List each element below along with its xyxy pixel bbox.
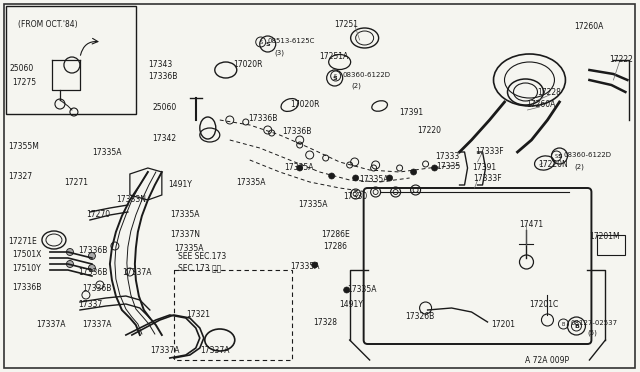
Text: 17337A: 17337A [122,268,152,277]
Circle shape [387,175,392,181]
Text: 17333F: 17333F [476,147,504,156]
Text: 17228: 17228 [538,88,561,97]
Text: 17270: 17270 [86,210,110,219]
Text: 17501X: 17501X [12,250,42,259]
Text: 08513-6125C: 08513-6125C [268,38,315,44]
Text: 17271: 17271 [64,178,88,187]
Circle shape [411,169,417,175]
Text: (3): (3) [275,49,285,55]
Text: 17201M: 17201M [589,232,620,241]
Text: 17335A: 17335A [290,262,319,271]
Text: 17251A: 17251A [320,52,349,61]
Text: 17335A: 17335A [170,210,199,219]
Text: 17337A: 17337A [36,320,65,329]
Text: 17020R: 17020R [290,100,319,109]
Text: 17275: 17275 [12,77,36,87]
Text: 17201: 17201 [492,320,515,329]
Circle shape [297,165,303,171]
Text: 17328: 17328 [314,318,338,327]
Text: 17222: 17222 [609,55,633,64]
Bar [174,270,292,360]
Text: 17336B: 17336B [82,284,111,293]
Text: 17321: 17321 [186,310,210,319]
Text: 17337A: 17337A [200,346,229,355]
Circle shape [329,173,335,179]
Text: 17335A: 17335A [92,148,122,157]
Text: 08360-6122D: 08360-6122D [563,152,611,158]
Text: 17333F: 17333F [474,174,502,183]
Text: 08360-6122D: 08360-6122D [342,72,390,78]
Text: 25060: 25060 [10,64,35,73]
Text: 17220N: 17220N [538,160,568,169]
Text: 17336B: 17336B [12,283,42,292]
Text: 17020R: 17020R [233,60,262,69]
Text: 17391: 17391 [472,163,497,172]
Text: 17220: 17220 [417,126,442,135]
Text: (2): (2) [351,82,362,89]
Text: 17286E: 17286E [322,230,351,239]
Text: S: S [266,42,270,46]
Circle shape [344,287,349,293]
Text: SEE SEC.173: SEE SEC.173 [178,252,226,261]
Text: 17335A: 17335A [298,200,327,209]
Text: 17333N: 17333N [116,195,146,204]
Text: B: B [562,321,565,327]
Text: 17336B: 17336B [78,246,108,255]
Text: 17343: 17343 [148,60,172,69]
Text: (5): (5) [588,330,597,337]
Text: 17336B: 17336B [78,268,108,277]
Circle shape [67,260,74,267]
Text: 17337A: 17337A [150,346,179,355]
Text: 17355M: 17355M [8,142,39,151]
Circle shape [431,165,438,171]
Text: 17335A: 17335A [284,163,313,172]
Text: 17510Y: 17510Y [12,264,41,273]
Text: 17336B: 17336B [148,72,177,81]
Text: 17335A: 17335A [174,244,204,253]
Text: 17391: 17391 [399,108,424,117]
Circle shape [88,253,95,260]
Circle shape [353,175,358,181]
Text: 17271E: 17271E [8,237,36,246]
Text: 17335: 17335 [436,162,461,171]
Text: 17335A: 17335A [236,178,265,187]
Text: 17286: 17286 [324,242,348,251]
Text: 17333: 17333 [436,152,460,161]
Circle shape [312,262,317,268]
Text: SEC.173 参照: SEC.173 参照 [178,263,221,272]
Text: 17260A: 17260A [575,22,604,31]
Text: 17260A: 17260A [527,100,556,109]
Text: 17337A: 17337A [82,320,111,329]
Circle shape [67,248,74,256]
Text: 17330: 17330 [344,192,368,201]
Text: 17337N: 17337N [170,230,200,239]
Circle shape [88,264,95,272]
Text: 17327: 17327 [8,172,32,181]
Text: 17336B: 17336B [282,127,311,136]
Bar [597,235,625,255]
Text: 17337: 17337 [78,300,102,309]
Text: B: B [574,324,579,328]
Text: S: S [334,74,337,78]
Text: 17336B: 17336B [248,114,277,123]
Text: A 72A 009P: A 72A 009P [525,356,570,365]
Text: 1491Y: 1491Y [168,180,192,189]
Text: 17335A: 17335A [348,285,377,294]
Bar [6,6,136,114]
Text: 17335A: 17335A [360,175,389,184]
Text: S: S [557,154,562,158]
Text: 08127-02537: 08127-02537 [570,320,618,326]
Text: 1491Y: 1491Y [340,300,364,309]
Text: S: S [259,39,262,45]
Text: 17251: 17251 [335,20,358,29]
Text: 17201C: 17201C [529,300,559,309]
Text: 17342: 17342 [152,134,176,143]
Text: 17326B: 17326B [406,312,435,321]
Text: S: S [332,76,337,80]
Text: (FROM OCT.'84): (FROM OCT.'84) [18,20,77,29]
Text: 25060: 25060 [153,103,177,112]
Text: (2): (2) [575,163,584,170]
Text: 17471: 17471 [520,220,543,229]
Text: S: S [555,154,558,158]
